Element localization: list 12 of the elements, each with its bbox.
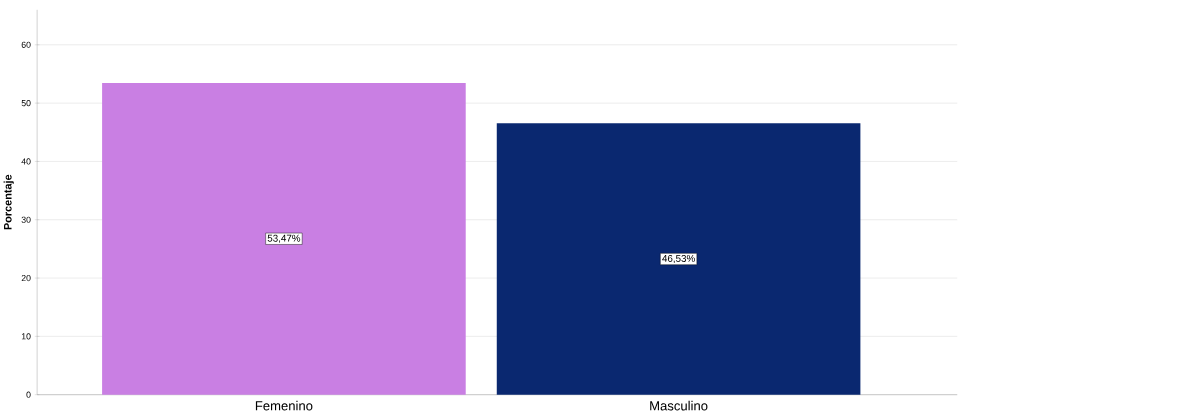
y-tick-label: 40 — [21, 158, 31, 165]
x-tick-label: Femenino — [255, 400, 313, 411]
y-tick-label: 60 — [21, 41, 31, 48]
y-tick-label: 0 — [26, 391, 31, 398]
data-label: 46,53% — [662, 254, 695, 263]
data-label: 53,47% — [267, 234, 301, 243]
y-tick-label: 20 — [21, 274, 31, 281]
y-axis-title: Porcentaje — [3, 174, 14, 230]
y-tick-label: 30 — [21, 216, 31, 223]
y-tick-label: 10 — [21, 333, 31, 340]
y-tick-label: 50 — [21, 99, 31, 107]
x-tick-label: Masculino — [650, 400, 708, 411]
